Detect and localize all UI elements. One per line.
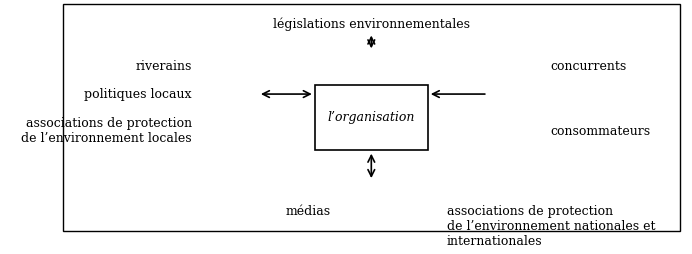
Text: législations environnementales: législations environnementales bbox=[273, 18, 470, 31]
Text: consommateurs: consommateurs bbox=[551, 125, 650, 138]
Text: associations de protection
de l’environnement locales: associations de protection de l’environn… bbox=[21, 117, 192, 145]
Text: politiques locaux: politiques locaux bbox=[84, 88, 192, 101]
Text: riverains: riverains bbox=[136, 60, 192, 73]
Text: concurrents: concurrents bbox=[551, 60, 627, 73]
FancyBboxPatch shape bbox=[315, 85, 428, 150]
FancyBboxPatch shape bbox=[63, 4, 680, 231]
Text: l’organisation: l’organisation bbox=[327, 111, 415, 124]
Text: associations de protection
de l’environnement nationales et
internationales: associations de protection de l’environn… bbox=[447, 205, 655, 248]
Text: médias: médias bbox=[286, 205, 331, 218]
